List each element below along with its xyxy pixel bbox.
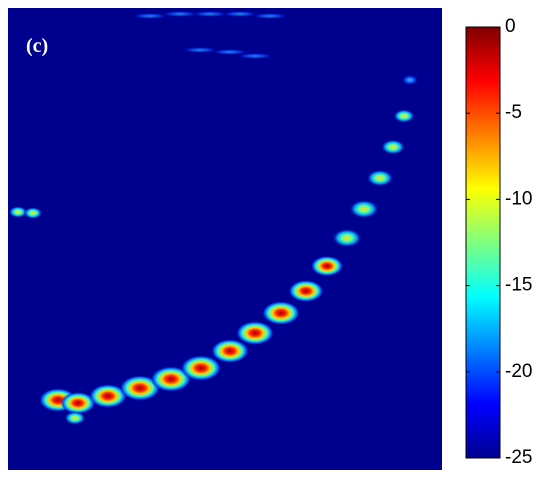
blob [380, 139, 406, 155]
blob [119, 375, 161, 401]
blob [180, 355, 222, 381]
blob [132, 13, 168, 19]
blob [192, 11, 228, 17]
blob [8, 206, 28, 218]
blob [237, 53, 273, 59]
blob [222, 11, 258, 17]
blob [60, 391, 96, 415]
colorbar-tick-label: -20 [505, 361, 532, 382]
blob [349, 199, 379, 219]
blob [401, 74, 419, 86]
chart-title: (c) [26, 35, 48, 57]
blob [252, 13, 288, 19]
blob [310, 255, 344, 277]
blob [236, 321, 274, 345]
blob [150, 366, 192, 392]
blob [212, 49, 248, 55]
blobs [8, 11, 419, 425]
blob [89, 384, 127, 408]
blob [211, 339, 249, 363]
blob [262, 301, 300, 325]
colorbar-tick-label: -15 [505, 275, 532, 296]
colorbar-tick-label: -5 [505, 102, 522, 123]
blob [162, 11, 198, 17]
blob [64, 411, 86, 425]
blob [366, 169, 394, 187]
blob [332, 228, 362, 248]
blob [288, 279, 324, 303]
blob [182, 47, 218, 53]
colorbar-tick-label: 0 [505, 16, 516, 37]
colorbar-tick-label: -10 [505, 188, 532, 209]
colorbar-tick-label: -25 [505, 447, 532, 468]
colorbar [465, 26, 501, 459]
blob [393, 109, 415, 123]
blob [23, 207, 43, 219]
